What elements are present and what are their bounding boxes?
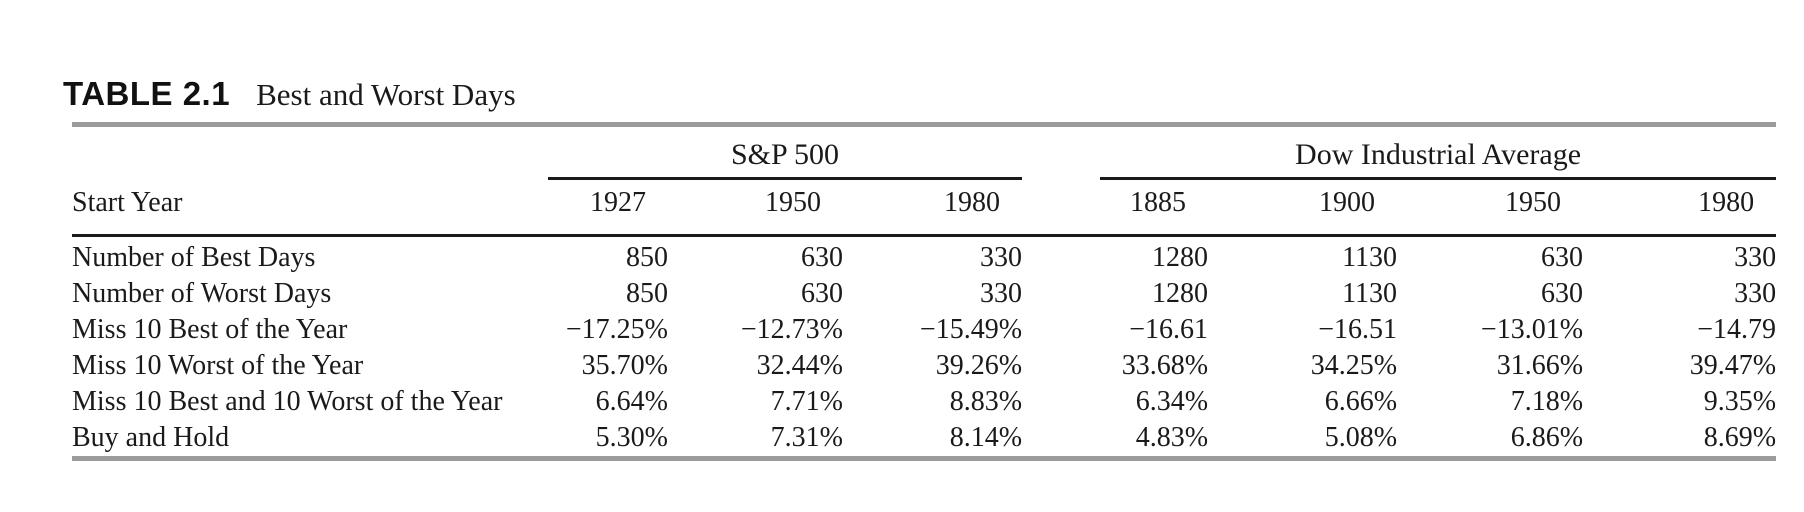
data-cell: 39.47% bbox=[1689, 350, 1777, 381]
row-label: Number of Best Days bbox=[72, 242, 316, 273]
data-cell: −15.49% bbox=[919, 314, 1023, 345]
data-cell: 330 bbox=[1734, 278, 1777, 309]
table-row-number-of-best-days: Number of Best Days 850 630 330 1280 113… bbox=[72, 236, 1776, 277]
group-header-dow: Dow Industrial Average bbox=[1100, 127, 1777, 180]
data-cell: 850 bbox=[626, 278, 668, 309]
data-cell: 630 bbox=[1541, 242, 1584, 273]
data-cell: −13.01% bbox=[1480, 314, 1584, 345]
data-cell: 7.18% bbox=[1510, 386, 1584, 417]
data-cell: 6.64% bbox=[595, 386, 668, 417]
table-title: Best and Worst Days bbox=[256, 77, 516, 112]
year-header-sp-1927: 1927 bbox=[492, 180, 668, 237]
data-cell: 330 bbox=[980, 278, 1023, 309]
table-row-number-of-worst-days: Number of Worst Days 850 630 330 1280 11… bbox=[72, 276, 1776, 312]
data-cell: 35.70% bbox=[581, 350, 668, 381]
year-header-dow-1900: 1900 bbox=[1208, 180, 1398, 237]
data-cell: 7.71% bbox=[770, 386, 843, 417]
table-caption: TABLE 2.1 Best and Worst Days bbox=[63, 76, 516, 119]
data-cell: 330 bbox=[980, 242, 1023, 273]
data-cell: 7.31% bbox=[770, 422, 843, 453]
row-label: Miss 10 Best and 10 Worst of the Year bbox=[72, 386, 503, 417]
row-label: Buy and Hold bbox=[72, 422, 230, 453]
year-header-sp-1980: 1980 bbox=[843, 180, 1023, 237]
data-cell: 31.66% bbox=[1496, 350, 1584, 381]
data-cell: 33.68% bbox=[1121, 350, 1209, 381]
data-cell: 8.69% bbox=[1703, 422, 1777, 453]
table-row-miss-10-worst: Miss 10 Worst of the Year 35.70% 32.44% … bbox=[72, 348, 1776, 384]
row-label: Number of Worst Days bbox=[72, 278, 332, 309]
data-cell: 8.83% bbox=[949, 386, 1023, 417]
table-row-miss-10-best-and-worst: Miss 10 Best and 10 Worst of the Year 6.… bbox=[72, 384, 1776, 420]
table-number-label: TABLE 2.1 bbox=[63, 75, 231, 112]
year-header-sp-1950: 1950 bbox=[668, 180, 843, 237]
year-header-row: Start Year 1927 1950 1980 1885 1900 1950… bbox=[72, 180, 1777, 237]
table-row-buy-and-hold: Buy and Hold 5.30% 7.31% 8.14% 4.83% 5.0… bbox=[72, 420, 1776, 459]
data-cell: 630 bbox=[801, 242, 843, 273]
data-cell: 6.34% bbox=[1135, 386, 1209, 417]
year-header-dow-1980: 1980 bbox=[1583, 180, 1777, 237]
data-cell: 34.25% bbox=[1310, 350, 1398, 381]
data-cell: 39.26% bbox=[935, 350, 1023, 381]
data-cell: 630 bbox=[801, 278, 843, 309]
data-cell: 1280 bbox=[1152, 242, 1209, 273]
group-header-empty-stub bbox=[72, 125, 492, 181]
data-cell: 4.83% bbox=[1135, 422, 1209, 453]
data-cell: 6.86% bbox=[1510, 422, 1584, 453]
year-header-dow-1950: 1950 bbox=[1397, 180, 1584, 237]
data-cell: −16.61 bbox=[1129, 314, 1209, 345]
best-worst-days-table: S&P 500 Dow Industrial Average Start Yea… bbox=[72, 122, 1777, 461]
data-cell: 9.35% bbox=[1703, 386, 1777, 417]
data-cell: 6.66% bbox=[1324, 386, 1398, 417]
table-row-miss-10-best: Miss 10 Best of the Year −17.25% −12.73%… bbox=[72, 312, 1776, 348]
data-cell: 630 bbox=[1541, 278, 1584, 309]
data-cell: 330 bbox=[1734, 242, 1777, 273]
group-header-row: S&P 500 Dow Industrial Average bbox=[72, 125, 1777, 181]
data-cell: −12.73% bbox=[740, 314, 843, 345]
data-cell: 1130 bbox=[1342, 278, 1398, 309]
group-header-cell-dow: Dow Industrial Average bbox=[1022, 125, 1777, 180]
row-label: Miss 10 Worst of the Year bbox=[72, 350, 364, 381]
data-cell: 32.44% bbox=[756, 350, 843, 381]
year-header-dow-1885: 1885 bbox=[1022, 180, 1209, 237]
data-cell: −14.79 bbox=[1697, 314, 1777, 345]
data-cell: 1130 bbox=[1342, 242, 1398, 273]
data-cell: −17.25% bbox=[565, 314, 668, 345]
data-cell: 5.08% bbox=[1324, 422, 1398, 453]
data-cell: 8.14% bbox=[949, 422, 1023, 453]
data-cell: 1280 bbox=[1152, 278, 1209, 309]
data-cell: −16.51 bbox=[1318, 314, 1398, 345]
row-label: Miss 10 Best of the Year bbox=[72, 314, 348, 345]
group-header-cell-sp500: S&P 500 bbox=[492, 125, 1023, 180]
group-header-sp500: S&P 500 bbox=[548, 127, 1023, 180]
data-cell: 850 bbox=[626, 242, 668, 273]
data-cell: 5.30% bbox=[595, 422, 668, 453]
start-year-header: Start Year bbox=[72, 180, 492, 237]
